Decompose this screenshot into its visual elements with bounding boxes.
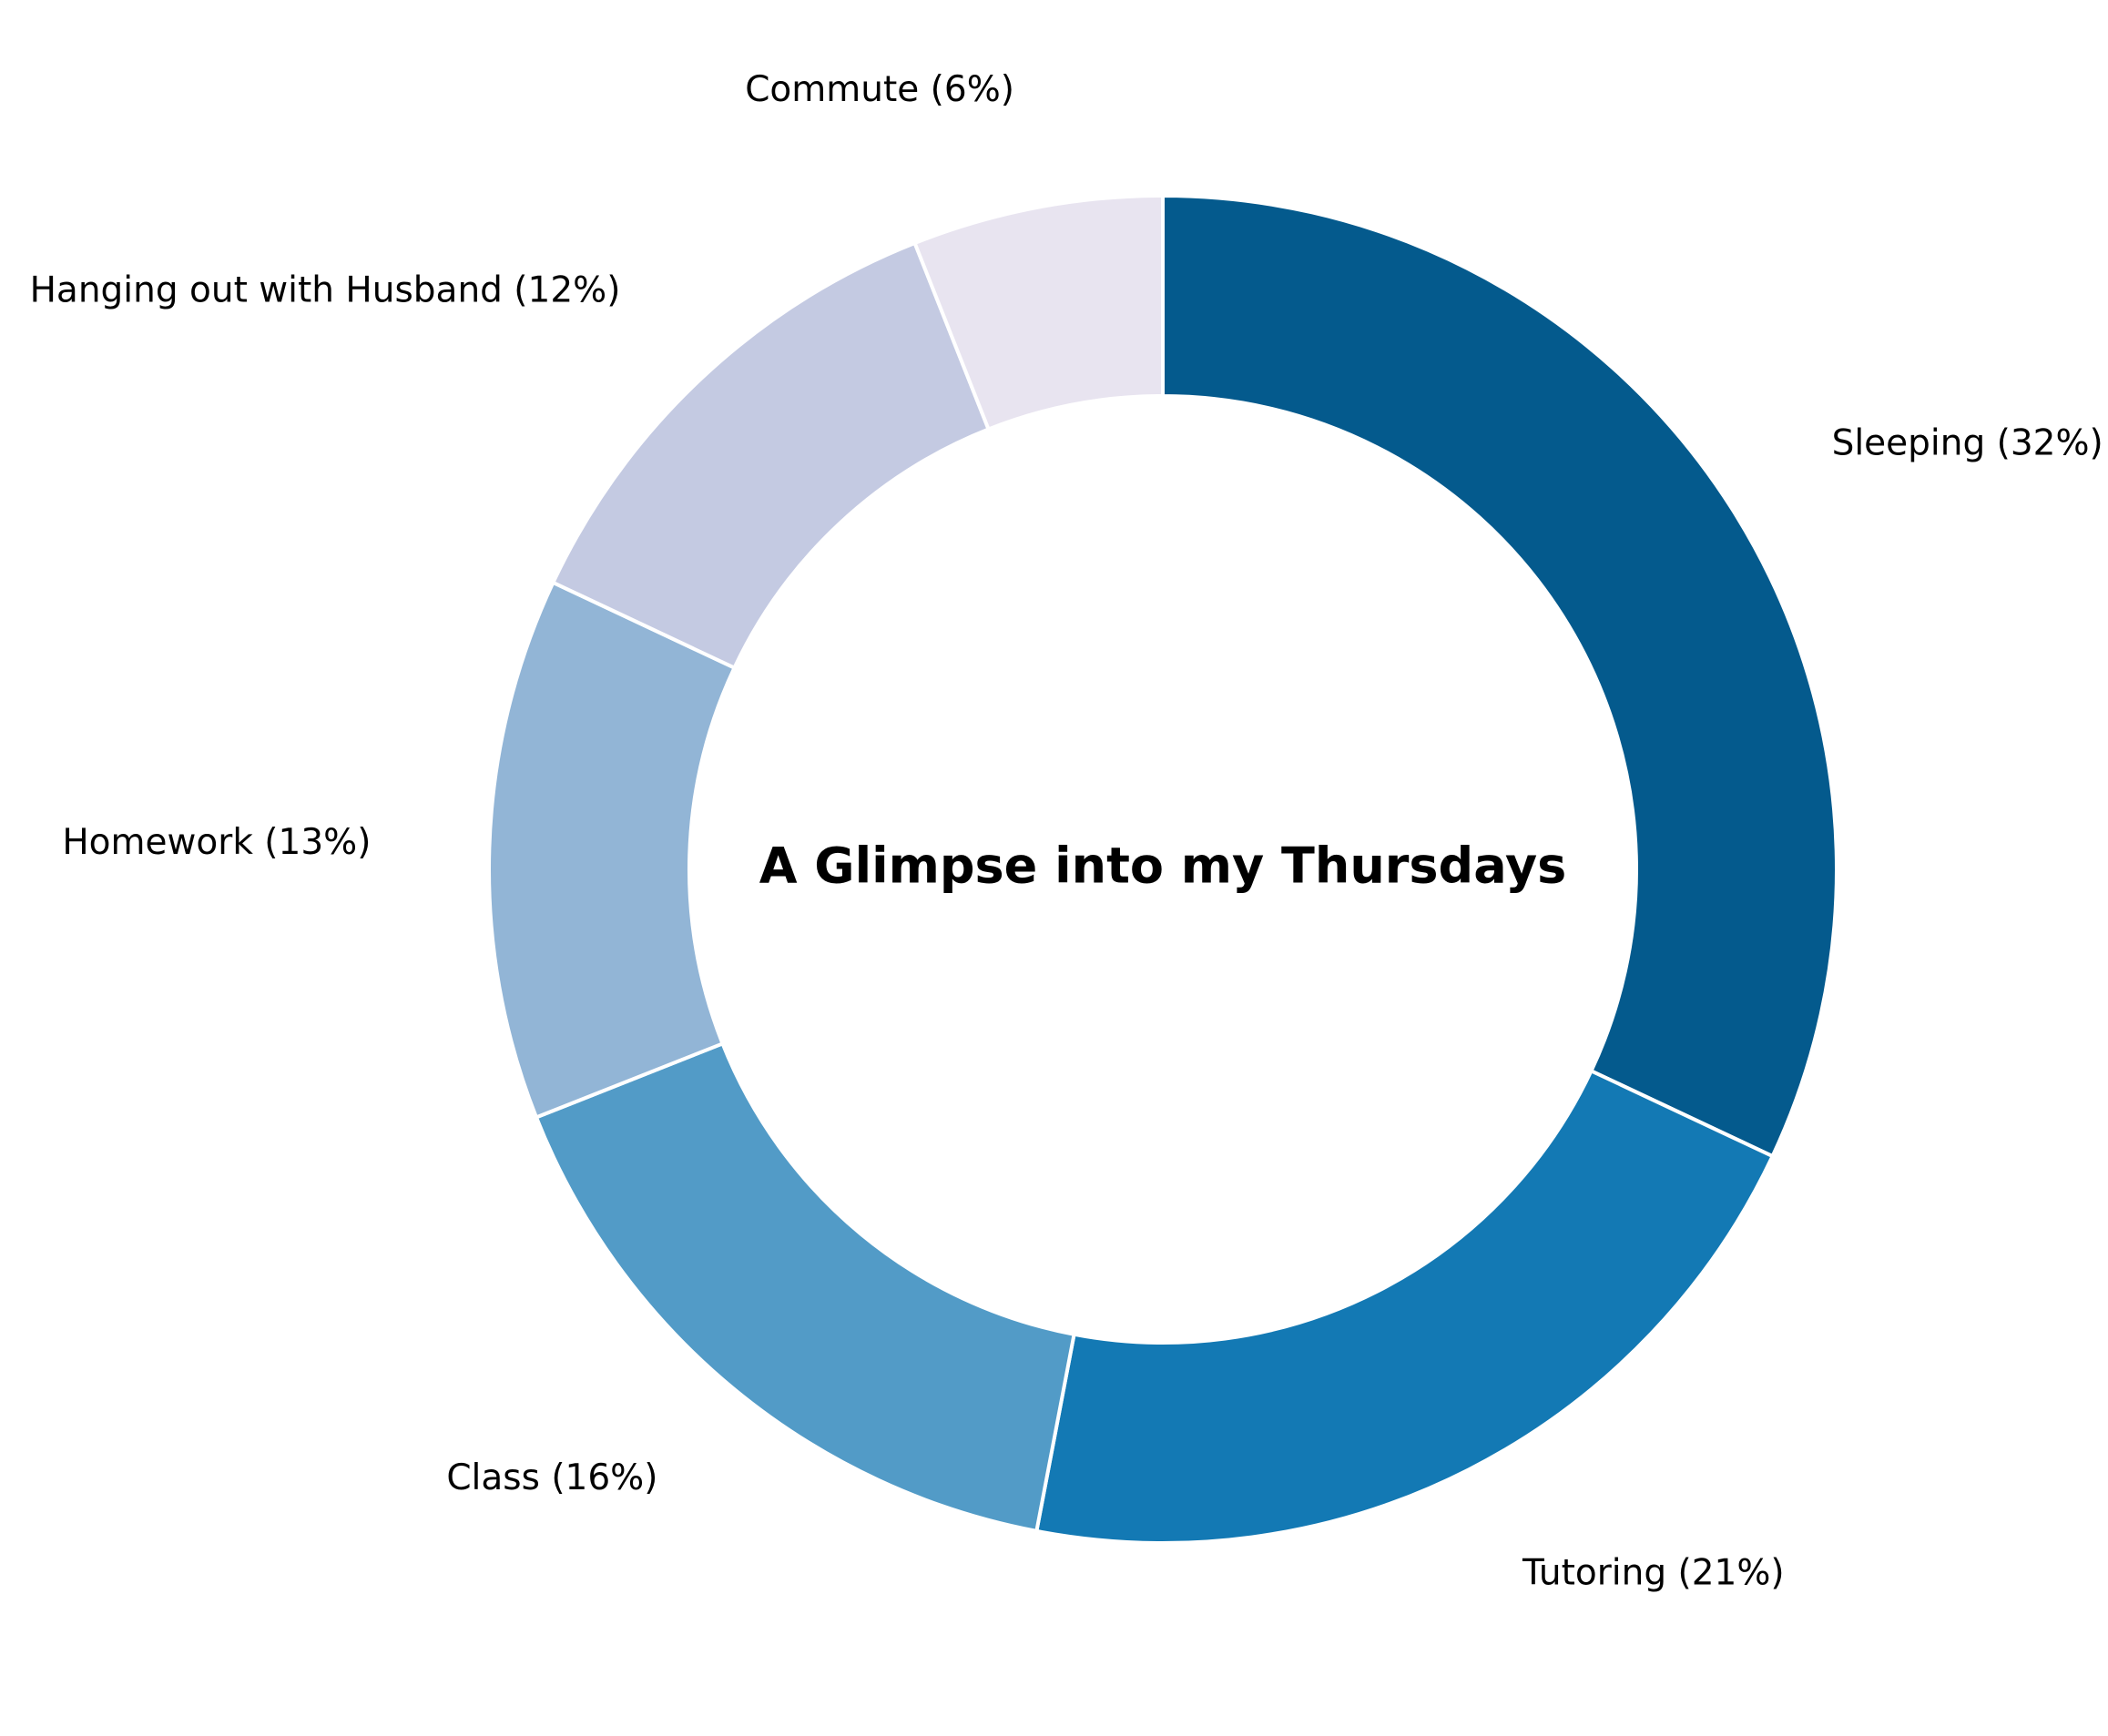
slice-label-1: Tutoring (21%) <box>1522 1553 1785 1594</box>
slice-label-5: Commute (6%) <box>745 69 1014 110</box>
slice-label-2: Class (16%) <box>446 1457 657 1498</box>
slice-label-0: Sleeping (32%) <box>1832 422 2103 463</box>
slice-label-4: Hanging out with Husband (12%) <box>30 269 621 310</box>
chart-title: A Glimpse into my Thursdays <box>759 838 1567 895</box>
slice-labels: Sleeping (32%) Tutoring (21%) Class (16%) H… <box>30 69 2103 1594</box>
slice-3 <box>487 580 738 1121</box>
slice-5 <box>911 193 1165 432</box>
slice-2 <box>534 1041 1076 1534</box>
donut-slices <box>487 193 1838 1545</box>
slice-label-3: Homework (13%) <box>62 822 371 863</box>
slice-1 <box>1034 1068 1776 1545</box>
slice-0 <box>1161 193 1838 1159</box>
